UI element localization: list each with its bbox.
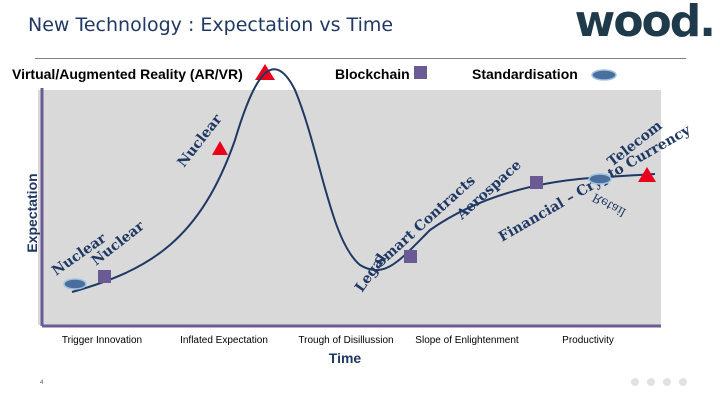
phase-trigger: Trigger Innovation (61, 335, 143, 346)
nav-dot-2[interactable] (647, 378, 655, 386)
legend-blockchain-square (414, 66, 427, 79)
page-number: 4 (40, 380, 44, 386)
legend-standardisation-label: Standardisation (472, 66, 578, 82)
marker-standard-nuclear (63, 278, 87, 290)
label-nuclear-peak: Nuclear (175, 111, 226, 170)
phase-trough: Trough of Disillussion (298, 335, 394, 346)
marker-vr-nuclear-peak (212, 141, 228, 155)
phase-inflated: Inflated Expectation (180, 335, 268, 346)
hype-curve (71, 68, 656, 293)
nav-dot-4[interactable] (679, 378, 687, 386)
marker-blockchain-financial (530, 176, 543, 189)
marker-blockchain-smart (404, 250, 417, 263)
marker-standard-telecom (588, 173, 612, 185)
legend-standardisation-ellipse (591, 69, 617, 81)
legend-vr-label: Virtual/Augmented Reality (AR/VR) (12, 66, 243, 82)
phase-slope: Slope of Enlightenment (415, 335, 519, 346)
header-divider (35, 58, 686, 59)
nav-dot-1[interactable] (631, 378, 639, 386)
page-title: New Technology : Expectation vs Time (28, 14, 394, 36)
marker-blockchain-nuclear (98, 270, 111, 283)
x-axis-label: Time (328, 350, 362, 366)
label-retail: Retail (590, 190, 628, 219)
marker-vr-end (638, 167, 656, 182)
phase-productivity: Productivity (562, 335, 614, 346)
nav-dot-3[interactable] (663, 378, 671, 386)
wood-logo: wood. (574, 0, 716, 47)
legend-vr-triangle (255, 64, 275, 80)
plot-area (38, 90, 661, 325)
nav-dots (631, 378, 687, 386)
legend-blockchain-label: Blockchain (335, 66, 410, 82)
